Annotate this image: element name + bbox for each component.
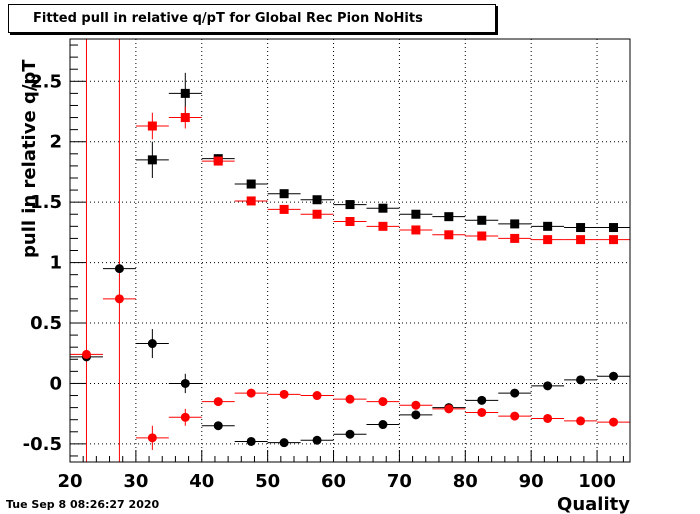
series-2 xyxy=(135,106,630,245)
x-tick-label: 30 xyxy=(123,471,148,492)
x-tick-label: 100 xyxy=(578,471,616,492)
data-point-circle xyxy=(378,397,388,407)
data-point-circle xyxy=(246,388,256,398)
data-point-square xyxy=(312,209,322,219)
data-point-square xyxy=(609,235,619,245)
x-tick-label: 40 xyxy=(189,471,214,492)
x-tick-label: 50 xyxy=(255,471,280,492)
data-point-circle xyxy=(180,378,190,388)
data-point-circle xyxy=(312,391,322,401)
data-point-square xyxy=(510,233,520,243)
x-tick-label: 20 xyxy=(57,471,82,492)
data-point-circle xyxy=(510,388,520,398)
chart-axes: 20 30 40 50 60 70 80 90 100 -0.5 0 0.5 1 1.5 2 2.5 xyxy=(23,44,624,492)
chart-title: Fitted pull in relative q/pT for Global … xyxy=(8,4,496,33)
series-1 xyxy=(135,72,630,233)
data-point-circle xyxy=(411,400,421,410)
data-point-circle xyxy=(312,435,322,445)
data-point-circle xyxy=(543,381,553,391)
data-point-square xyxy=(477,231,487,241)
y-tick-label: 1 xyxy=(49,253,62,274)
data-point-circle xyxy=(609,371,619,381)
data-point-square xyxy=(279,189,289,199)
data-point-square xyxy=(510,219,520,229)
data-point-square xyxy=(180,88,190,98)
data-point-circle xyxy=(378,420,388,430)
data-point-square xyxy=(345,200,355,210)
data-point-circle xyxy=(279,438,289,448)
data-point-square xyxy=(411,225,421,235)
x-tick-label: 90 xyxy=(519,471,544,492)
data-point-square xyxy=(444,212,454,222)
data-point-square xyxy=(279,204,289,214)
data-point-circle xyxy=(345,429,355,439)
data-point-circle xyxy=(213,397,223,407)
x-tick-label: 70 xyxy=(387,471,412,492)
y-tick-label: -0.5 xyxy=(23,434,62,455)
data-point-square xyxy=(543,221,553,231)
data-point-square xyxy=(312,195,322,205)
data-point-circle xyxy=(81,349,91,359)
data-point-circle xyxy=(213,421,223,431)
data-point-circle xyxy=(147,339,157,349)
data-point-square xyxy=(147,155,157,165)
y-tick-label: 1.5 xyxy=(30,192,62,213)
data-point-circle xyxy=(576,375,586,385)
data-point-square xyxy=(609,223,619,233)
y-tick-label: 2.5 xyxy=(30,71,62,92)
data-point-square xyxy=(378,203,388,213)
data-point-circle xyxy=(180,412,190,422)
data-point-square xyxy=(378,221,388,231)
data-point-circle xyxy=(246,436,256,446)
data-point-circle xyxy=(477,407,487,417)
data-point-square xyxy=(411,209,421,219)
data-point-circle xyxy=(510,411,520,421)
x-tick-label: 80 xyxy=(453,471,478,492)
series-4 xyxy=(70,294,630,450)
data-point-square xyxy=(345,216,355,226)
y-tick-label: 0.5 xyxy=(30,313,62,334)
data-point-circle xyxy=(411,410,421,420)
data-point-circle xyxy=(114,294,124,304)
data-point-square xyxy=(477,215,487,225)
x-axis-label: Quality xyxy=(557,494,630,514)
data-point-circle xyxy=(444,404,454,414)
data-point-square xyxy=(246,179,256,189)
data-point-square xyxy=(180,113,190,123)
timestamp: Tue Sep 8 08:26:27 2020 xyxy=(6,498,160,511)
y-axis-label: pull in relative q/pT xyxy=(19,59,40,258)
y-tick-label: 2 xyxy=(49,132,62,153)
data-point-square xyxy=(444,230,454,240)
y-tick-label: 0 xyxy=(49,373,62,394)
data-point-circle xyxy=(609,417,619,427)
data-point-square xyxy=(213,156,223,166)
data-point-circle xyxy=(477,395,487,405)
data-point-circle xyxy=(543,413,553,423)
chart-marks xyxy=(70,72,630,450)
data-point-square xyxy=(576,223,586,233)
data-point-square xyxy=(246,196,256,206)
vertical-markers xyxy=(85,39,120,462)
data-point-square xyxy=(576,235,586,245)
data-point-circle xyxy=(147,433,157,443)
data-point-circle xyxy=(345,394,355,404)
data-point-circle xyxy=(114,264,124,274)
data-point-square xyxy=(543,235,553,245)
data-point-square xyxy=(147,121,157,131)
x-tick-label: 60 xyxy=(321,471,346,492)
data-point-circle xyxy=(279,389,289,399)
data-point-circle xyxy=(576,416,586,426)
